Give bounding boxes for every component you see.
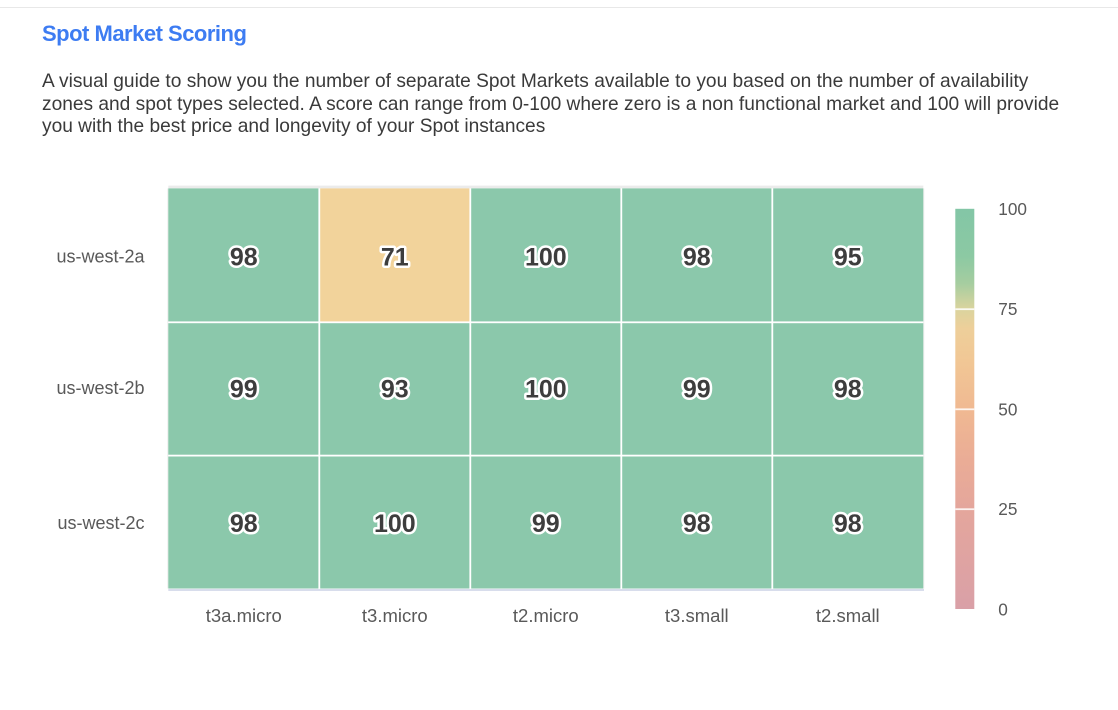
svg-text:us-west-2c: us-west-2c [57,513,144,533]
svg-text:98: 98 [834,510,862,538]
svg-text:t2.micro: t2.micro [513,605,579,626]
svg-text:t2.small: t2.small [816,605,880,626]
svg-text:50: 50 [998,399,1017,419]
svg-text:71: 71 [381,244,409,272]
svg-text:98: 98 [230,244,258,272]
svg-text:95: 95 [834,244,862,272]
svg-text:t3a.micro: t3a.micro [206,605,282,626]
svg-text:99: 99 [532,510,560,538]
svg-text:98: 98 [683,244,711,272]
svg-text:99: 99 [230,376,258,404]
svg-text:100: 100 [374,510,416,538]
svg-text:100: 100 [525,244,567,272]
svg-text:t3.small: t3.small [665,605,729,626]
svg-text:98: 98 [834,376,862,404]
svg-text:100: 100 [525,376,567,404]
svg-text:t3.micro: t3.micro [362,605,428,626]
svg-text:99: 99 [683,376,711,404]
svg-text:75: 75 [998,299,1017,319]
svg-text:0: 0 [998,599,1008,619]
svg-text:us-west-2a: us-west-2a [56,246,145,266]
svg-text:us-west-2b: us-west-2b [56,378,144,398]
svg-text:93: 93 [381,376,409,404]
svg-text:98: 98 [683,510,711,538]
svg-text:98: 98 [230,510,258,538]
svg-text:100: 100 [998,199,1027,219]
svg-text:25: 25 [998,499,1017,519]
